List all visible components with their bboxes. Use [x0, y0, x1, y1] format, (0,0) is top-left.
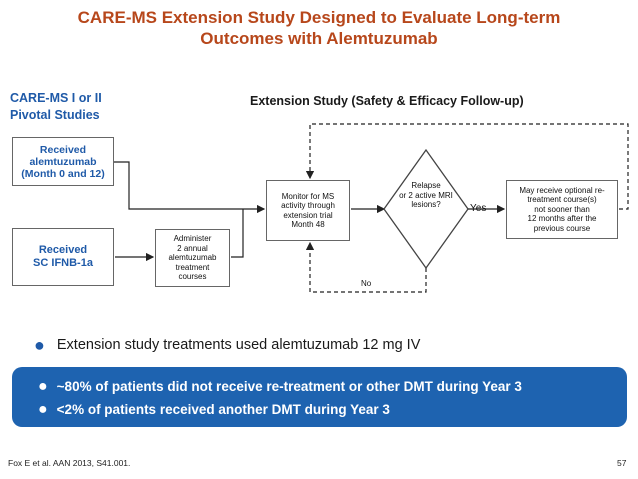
dashed-retreatment-loop	[305, 123, 629, 210]
highlight-panel: ● ~80% of patients did not receive re-tr…	[12, 367, 627, 427]
received-ifnb-box: Received SC IFNB-1a	[12, 228, 114, 286]
bullet-dot-icon: ●	[38, 401, 48, 418]
received-alemtuzumab-box: Received alemtuzumab (Month 0 and 12)	[12, 137, 114, 186]
administer-courses-box: Administer 2 annual alemtuzumab treatmen…	[155, 229, 230, 287]
relapse-question-label: Relapse or 2 active MRI lesions?	[399, 181, 453, 209]
optional-retreatment-box: May receive optional re- treatment cours…	[506, 180, 618, 239]
yes-label: Yes	[470, 203, 487, 214]
bullet-dot-icon: ●	[34, 335, 45, 355]
highlight-text-2: <2% of patients received another DMT dur…	[56, 402, 390, 417]
extension-study-header: Extension Study (Safety & Efficacy Follo…	[250, 94, 524, 108]
highlight-item: ● <2% of patients received another DMT d…	[38, 398, 627, 421]
dashed-no-loop	[305, 241, 427, 293]
page-number: 57	[617, 458, 627, 468]
highlight-item: ● ~80% of patients did not receive re-tr…	[38, 375, 627, 398]
monitor-ms-activity-box: Monitor for MS activity through extensio…	[266, 180, 350, 241]
bullet-dot-icon: ●	[38, 378, 48, 395]
slide-title: CARE-MS Extension Study Designed to Eval…	[77, 8, 561, 48]
connector-alemtuzumab-to-monitor	[114, 161, 266, 214]
treatment-bullet: ● Extension study treatments used alemtu…	[34, 335, 421, 355]
citation: Fox E et al. AAN 2013, S41.001.	[8, 458, 131, 468]
no-label: No	[361, 279, 372, 288]
highlight-text-1: ~80% of patients did not receive re-trea…	[56, 379, 522, 394]
connector-administer-to-monitor	[231, 209, 244, 258]
pivotal-studies-header: CARE-MS I or II Pivotal Studies	[10, 91, 102, 122]
treatment-bullet-text: Extension study treatments used alemtuzu…	[56, 337, 421, 353]
